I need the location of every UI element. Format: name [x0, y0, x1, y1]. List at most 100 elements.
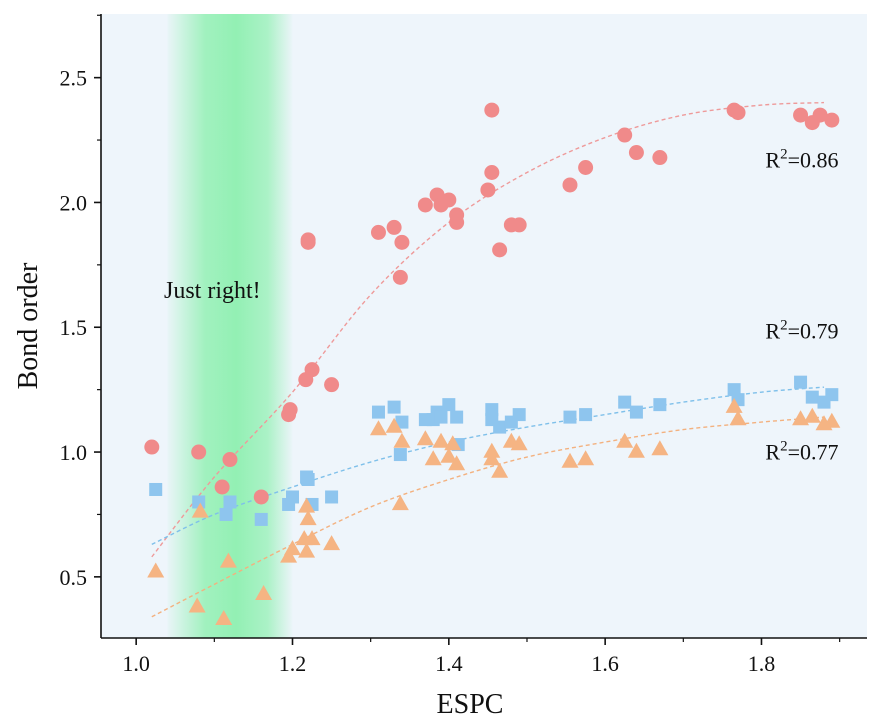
point-square [254, 512, 268, 526]
point-circle [392, 269, 408, 285]
x-axis-title: ESPC [437, 689, 504, 719]
point-circle [449, 207, 465, 223]
point-triangle [510, 435, 528, 451]
y-axis-title: Bond order [13, 262, 44, 389]
point-square [579, 408, 593, 422]
point-triangle [385, 417, 403, 433]
point-triangle [416, 430, 434, 446]
point-circle [386, 219, 402, 235]
point-triangle [444, 435, 462, 451]
x-ticks: 1.0 1.2 1.4 1.6 1.8 [122, 638, 841, 676]
x-tick-label: 1.0 [122, 651, 150, 676]
point-square [286, 490, 299, 504]
point-circle [511, 217, 527, 233]
point-triangle [616, 432, 634, 448]
point-circle [793, 107, 809, 123]
x-tick-label: 1.2 [279, 651, 307, 676]
point-square [653, 398, 667, 412]
point-square [618, 395, 632, 409]
point-circle [480, 182, 496, 198]
x-tick-label: 1.8 [748, 651, 776, 676]
point-circle [282, 402, 298, 418]
point-triangle [577, 450, 595, 466]
point-triangle [448, 455, 466, 471]
point-triangle [188, 597, 206, 613]
point-triangle [393, 432, 411, 448]
point-square [192, 495, 206, 509]
point-triangle [440, 447, 458, 463]
r2-label-1: R2=0.79 [765, 317, 838, 343]
point-circle [617, 127, 633, 143]
point-triangle [147, 562, 165, 578]
fit-curve-1 [151, 386, 825, 546]
x-tick-label: 1.6 [591, 651, 619, 676]
point-square [393, 448, 407, 462]
point-circle [191, 444, 207, 460]
point-circle [484, 102, 500, 118]
axes [100, 14, 867, 639]
point-triangle [823, 412, 841, 428]
point-circle [214, 479, 230, 495]
point-square [301, 473, 315, 487]
point-square [450, 410, 464, 424]
point-circle [394, 234, 410, 250]
point-circle [652, 150, 668, 166]
point-circle [304, 362, 320, 378]
highlight-band [167, 14, 293, 638]
point-square [395, 415, 409, 429]
point-triangle [483, 450, 501, 466]
point-square [629, 405, 643, 419]
data-points [144, 102, 841, 625]
point-circle [812, 107, 828, 123]
r2-annotations: R2=0.86 R2=0.79 R2=0.77 [765, 147, 838, 465]
r2-label-2: R2=0.77 [765, 439, 838, 465]
r2-label-0: R2=0.86 [765, 147, 838, 173]
point-circle [484, 164, 500, 180]
point-circle [370, 224, 386, 240]
point-square [371, 405, 385, 419]
band-label: Just right! [164, 278, 261, 304]
point-circle [300, 232, 316, 248]
point-square [825, 388, 839, 402]
point-triangle [432, 432, 450, 448]
point-circle [824, 112, 840, 128]
point-triangle [729, 410, 747, 426]
point-square [805, 390, 819, 404]
point-triangle [191, 502, 209, 518]
point-triangle [215, 609, 233, 625]
point-triangle [298, 497, 316, 513]
point-triangle [255, 585, 273, 601]
point-triangle [303, 530, 321, 546]
point-square [563, 410, 577, 424]
point-triangle [323, 535, 341, 551]
point-circle [417, 197, 433, 213]
point-triangle [391, 495, 409, 511]
point-triangle [298, 542, 316, 558]
point-circle [222, 452, 238, 468]
point-triangle [491, 462, 509, 478]
point-triangle [424, 450, 442, 466]
point-circle [628, 145, 644, 161]
point-square [727, 383, 741, 397]
point-circle [562, 177, 578, 193]
point-triangle [803, 407, 821, 423]
y-tick-label: 2.0 [60, 190, 88, 215]
point-triangle [299, 510, 317, 526]
point-triangle [627, 442, 645, 458]
point-square [149, 482, 163, 496]
point-circle [253, 489, 269, 505]
point-triangle [651, 440, 669, 456]
point-square [512, 408, 526, 422]
point-triangle [369, 420, 387, 436]
point-triangle [284, 540, 301, 556]
point-square [485, 403, 499, 417]
point-circle [730, 105, 746, 121]
point-circle [492, 242, 508, 258]
point-square [219, 507, 233, 521]
y-tick-label: 1.5 [60, 315, 88, 340]
point-circle [441, 192, 457, 208]
point-square [223, 495, 237, 509]
point-square [325, 490, 339, 504]
y-tick-label: 1.0 [60, 440, 88, 465]
